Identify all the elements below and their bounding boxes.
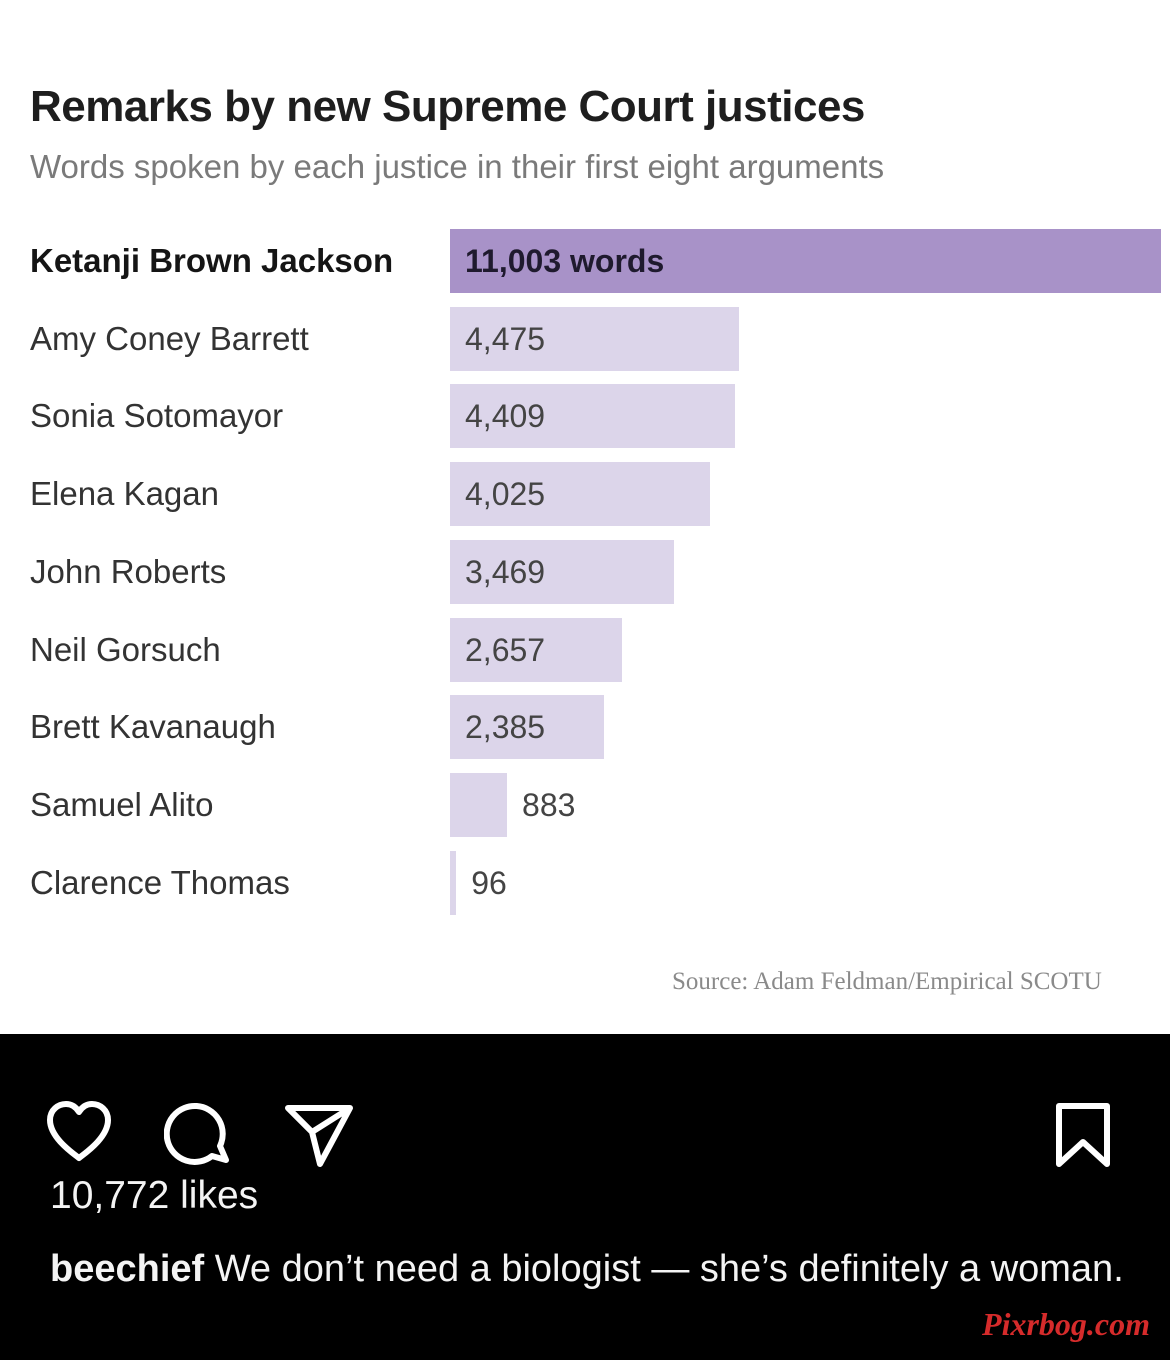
bar-category-label: Elena Kagan [30,475,219,513]
caption-text: We don’t need a biologist — she’s defini… [214,1248,1124,1290]
bar-value-label: 2,385 [465,709,546,746]
bar-value-label: 4,475 [465,320,546,357]
bar-category-label: Clarence Thomas [30,863,290,901]
bar [450,306,740,371]
post-caption: beechief We don’t need a biologist — she… [50,1244,1130,1294]
bar-category-label: Brett Kavanaugh [30,708,276,746]
chart-subtitle: Words spoken by each justice in their fi… [30,148,885,185]
post-footer: 10,772 likes beechief We don’t need a bi… [0,1034,1170,1360]
bar-category-label: Sonia Sotomayor [30,397,284,435]
chart-title: Remarks by new Supreme Court justices [30,82,865,131]
bar-value-label: 11,003 words [465,243,665,279]
bookmark-outline-icon[interactable] [1054,1102,1112,1168]
watermark-text: Pixrbog.com [982,1306,1150,1342]
bar-category-label: John Roberts [30,552,227,590]
bar-value-label: 883 [522,786,576,823]
bar-value-label: 4,409 [465,398,546,435]
chart-source: Source: Adam Feldman/Empirical SCOTU [672,968,1102,995]
bar [450,617,622,682]
caption-username[interactable]: beechief [50,1248,205,1290]
heart-outline-icon[interactable] [44,1100,114,1164]
bar-value-label: 96 [471,864,507,901]
bar-category-label: Ketanji Brown Jackson [30,242,394,279]
bar-value-label: 2,657 [465,631,546,668]
paper-plane-icon[interactable] [284,1102,354,1170]
bar-category-label: Samuel Alito [30,785,214,823]
bar [450,229,1161,293]
bar-value-label: 3,469 [465,553,546,590]
post-image-chart[interactable]: Remarks by new Supreme Court justices Wo… [0,0,1170,1034]
bar [450,462,711,527]
bar [450,695,605,760]
bar-value-label: 4,025 [465,476,546,513]
bar [450,772,508,837]
bar [450,850,457,915]
bar-category-label: Neil Gorsuch [30,630,221,668]
bar [450,384,735,449]
bar [450,539,675,604]
bar-category-label: Amy Coney Barrett [30,319,309,357]
likes-count[interactable]: 10,772 likes [50,1174,259,1217]
speech-bubble-icon[interactable] [164,1100,234,1170]
